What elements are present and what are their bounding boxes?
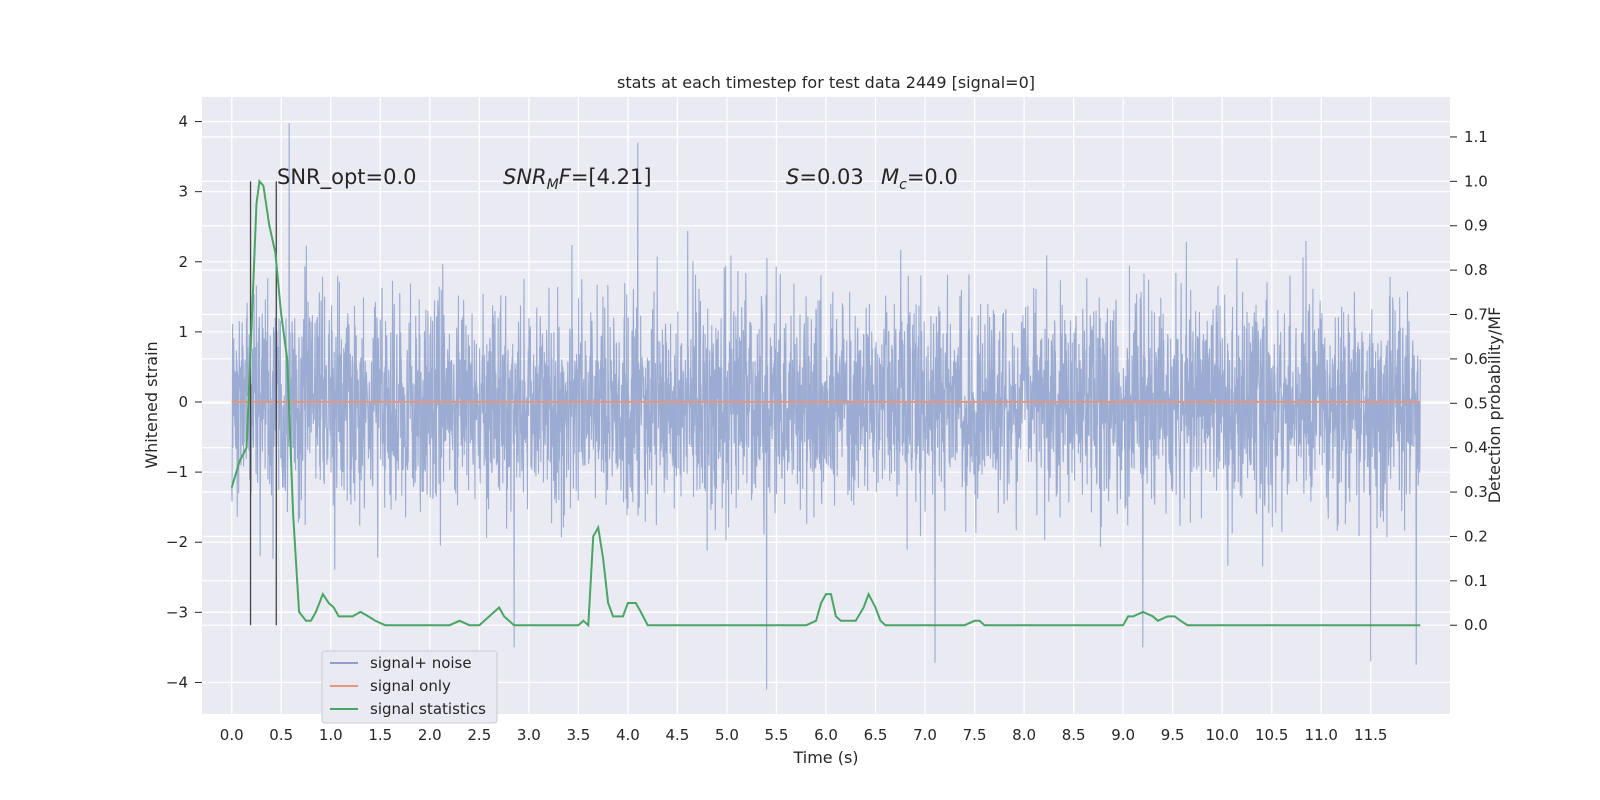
left-y-tick-label: −3 [166, 603, 188, 621]
right-y-tick-label: 0.5 [1464, 394, 1488, 412]
snr-mf-symbol: SNR [503, 165, 547, 189]
right-y-tick-label: 1.1 [1464, 128, 1488, 146]
snr-opt-annotation: SNR_opt=0.0 [277, 165, 417, 190]
mc-symbol: M [881, 165, 899, 189]
x-tick-label: 9.0 [1111, 726, 1135, 744]
x-tick-label: 3.0 [517, 726, 541, 744]
x-tick-label: 2.5 [467, 726, 491, 744]
x-tick-label: 8.0 [1012, 726, 1036, 744]
left-y-tick-label: −2 [166, 533, 188, 551]
right-y-tick-label: 0.4 [1464, 439, 1488, 457]
left-y-tick-label: −4 [166, 673, 188, 691]
x-tick-label: 8.5 [1062, 726, 1086, 744]
plot-data-layer [230, 122, 1421, 690]
left-y-axis-label: Whitened strain [142, 341, 161, 468]
x-axis-label: Time (s) [792, 748, 858, 767]
mc-annotation: Mc=0.0 [881, 165, 958, 193]
x-axis-ticks: 0.0 0.5 1.0 1.5 2.0 2.5 3.0 3.5 4.0 4.5 5.0 5.5 6.0 6… [220, 726, 1388, 744]
x-tick-label: 10.0 [1205, 726, 1238, 744]
right-y-tick-label: 0.3 [1464, 483, 1488, 501]
x-tick-label: 9.5 [1161, 726, 1185, 744]
mc-subscript: c [899, 177, 907, 193]
right-y-tick-label: 0.1 [1464, 572, 1488, 590]
x-tick-label: 11.0 [1305, 726, 1338, 744]
x-tick-label: 7.5 [963, 726, 987, 744]
right-y-tick-label: 0.0 [1464, 616, 1488, 634]
snr-mf-symbol-2: F [559, 165, 572, 189]
right-y-tick-label: 1.0 [1464, 172, 1488, 190]
legend-label-signal-statistics: signal statistics [370, 700, 486, 718]
snr-mf-subscript: M [547, 177, 559, 193]
mc-value: =0.0 [907, 165, 958, 189]
right-y-axis-ticks: 1.1 1.0 0.9 0.8 0.7 0.6 0.5 0.4 0.3 0.2 0.1 0.0 [1450, 128, 1488, 634]
legend-label-signal-noise: signal+ noise [370, 654, 472, 672]
signal-noise-line [231, 122, 1421, 690]
snr-mf-value: =[4.21] [571, 165, 652, 189]
right-y-axis-label: Detection probability/MF [1485, 307, 1504, 504]
x-tick-label: 10.5 [1255, 726, 1288, 744]
left-y-tick-label: 3 [178, 183, 188, 201]
s-value: =0.03 [799, 165, 863, 189]
x-tick-label: 3.5 [566, 726, 590, 744]
x-tick-label: 5.5 [765, 726, 789, 744]
left-y-axis-ticks: 4 3 2 1 0 −1 −2 −3 −4 [166, 113, 202, 691]
s-annotation: S=0.03 [786, 165, 864, 189]
right-y-tick-label: 0.2 [1464, 527, 1488, 545]
x-tick-label: 0.0 [220, 726, 244, 744]
left-y-tick-label: 0 [178, 393, 188, 411]
snr-mf-annotation: SNRMF=[4.21] [503, 165, 652, 193]
x-tick-label: 6.5 [864, 726, 888, 744]
left-y-tick-label: 4 [178, 113, 188, 131]
x-tick-label: 2.0 [418, 726, 442, 744]
x-tick-label: 7.0 [913, 726, 937, 744]
x-tick-label: 6.0 [814, 726, 838, 744]
x-tick-label: 0.5 [269, 726, 293, 744]
x-tick-label: 4.0 [616, 726, 640, 744]
right-y-tick-label: 0.8 [1464, 261, 1488, 279]
x-tick-label: 1.5 [368, 726, 392, 744]
x-tick-label: 11.5 [1354, 726, 1387, 744]
legend-label-signal-only: signal only [370, 677, 451, 695]
legend: signal+ noise signal only signal statist… [321, 650, 498, 724]
right-y-tick-label: 0.6 [1464, 350, 1488, 368]
legend-box [321, 650, 498, 724]
x-tick-label: 4.5 [665, 726, 689, 744]
chart-title: stats at each timestep for test data 244… [617, 73, 1035, 92]
x-tick-label: 5.0 [715, 726, 739, 744]
signal-statistics-line [230, 179, 1421, 628]
x-tick-label: 1.0 [319, 726, 343, 744]
right-y-tick-label: 0.9 [1464, 217, 1488, 235]
s-symbol: S [786, 165, 799, 189]
right-y-tick-label: 0.7 [1464, 306, 1488, 324]
left-y-tick-label: 2 [178, 253, 188, 271]
left-y-tick-label: −1 [166, 463, 188, 481]
left-y-tick-label: 1 [178, 323, 188, 341]
